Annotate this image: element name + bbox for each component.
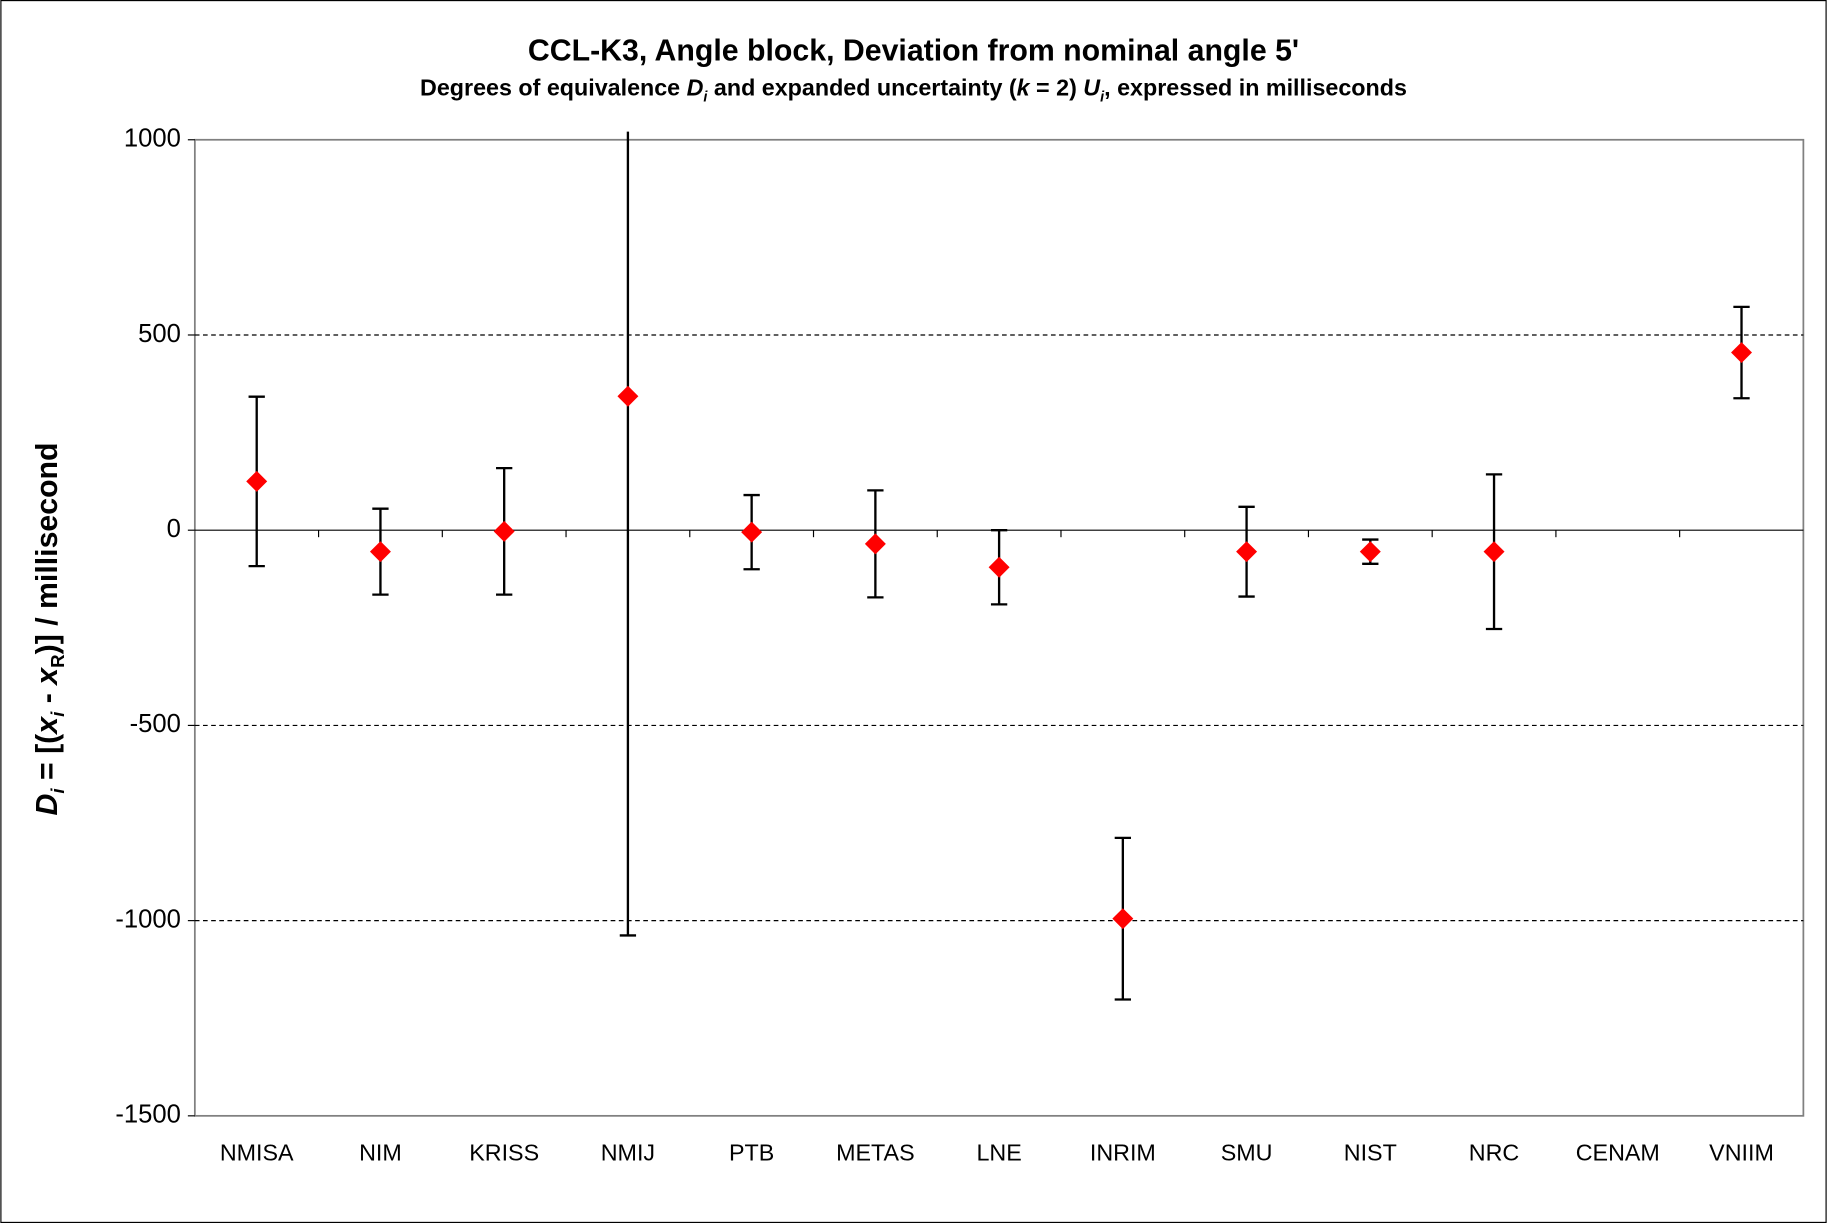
marker (369, 541, 391, 563)
y-tick-label: -1500 (115, 1101, 181, 1129)
marker (246, 470, 268, 492)
x-tick-label: NMIJ (601, 1139, 655, 1165)
y-label-part: x (31, 716, 64, 736)
x-tick-label: LNE (976, 1139, 1021, 1165)
x-tick-label: NRC (1469, 1139, 1519, 1165)
y-label-part: - (31, 685, 64, 712)
y-label-part: R (48, 654, 69, 668)
x-tick-label: PTB (729, 1139, 774, 1165)
y-label-part: )] / millisecond (31, 442, 64, 654)
y-tick-label: -500 (130, 710, 181, 738)
y-label-part: i (48, 788, 69, 794)
marker (617, 385, 639, 407)
y-label-part: = [( (31, 733, 64, 789)
y-label-part: x (31, 667, 64, 687)
marker (1112, 908, 1134, 930)
x-tick-label: METAS (836, 1139, 914, 1165)
y-tick-label: 0 (167, 515, 181, 543)
subtitle-part: i (703, 89, 708, 105)
subtitle-part: Degrees of equivalence (420, 75, 687, 101)
y-label-part: i (48, 711, 69, 717)
x-tick-label: SMU (1221, 1139, 1273, 1165)
marker (741, 521, 763, 543)
y-tick-label: 1000 (124, 125, 181, 153)
x-tick-label: NMISA (220, 1139, 294, 1165)
marker (1483, 541, 1505, 563)
marker (1731, 342, 1752, 364)
subtitle-part: D (687, 75, 704, 101)
chart-subtitle: Degrees of equivalence Di and expanded u… (420, 75, 1407, 106)
subtitle-part: = 2) (1030, 75, 1084, 101)
y-tick-label: 500 (138, 320, 181, 348)
y-label-part: D (31, 794, 64, 816)
x-tick-label: INRIM (1090, 1139, 1156, 1165)
marker (493, 520, 515, 542)
plot-area (193, 138, 1805, 1117)
subtitle-part: U (1083, 75, 1101, 101)
x-tick-label: KRISS (469, 1139, 539, 1165)
x-tick-label: VNIIM (1709, 1139, 1774, 1165)
chart-title: CCL-K3, Angle block, Deviation from nomi… (528, 34, 1299, 67)
y-axis-label: Di = [(xi - xR)] / millisecond (31, 442, 68, 815)
subtitle-part: and expanded uncertainty ( (707, 75, 1016, 101)
subtitle-part: i (1100, 89, 1105, 105)
x-tick-label: NIST (1344, 1139, 1397, 1165)
x-tick-label: CENAM (1576, 1139, 1660, 1165)
x-tick-label: NIM (359, 1139, 402, 1165)
y-tick-label: -1000 (115, 905, 181, 933)
subtitle-part: , expressed in milliseconds (1104, 75, 1407, 101)
marker (1359, 541, 1381, 563)
subtitle-part: k (1017, 75, 1031, 101)
marker (1236, 541, 1258, 563)
